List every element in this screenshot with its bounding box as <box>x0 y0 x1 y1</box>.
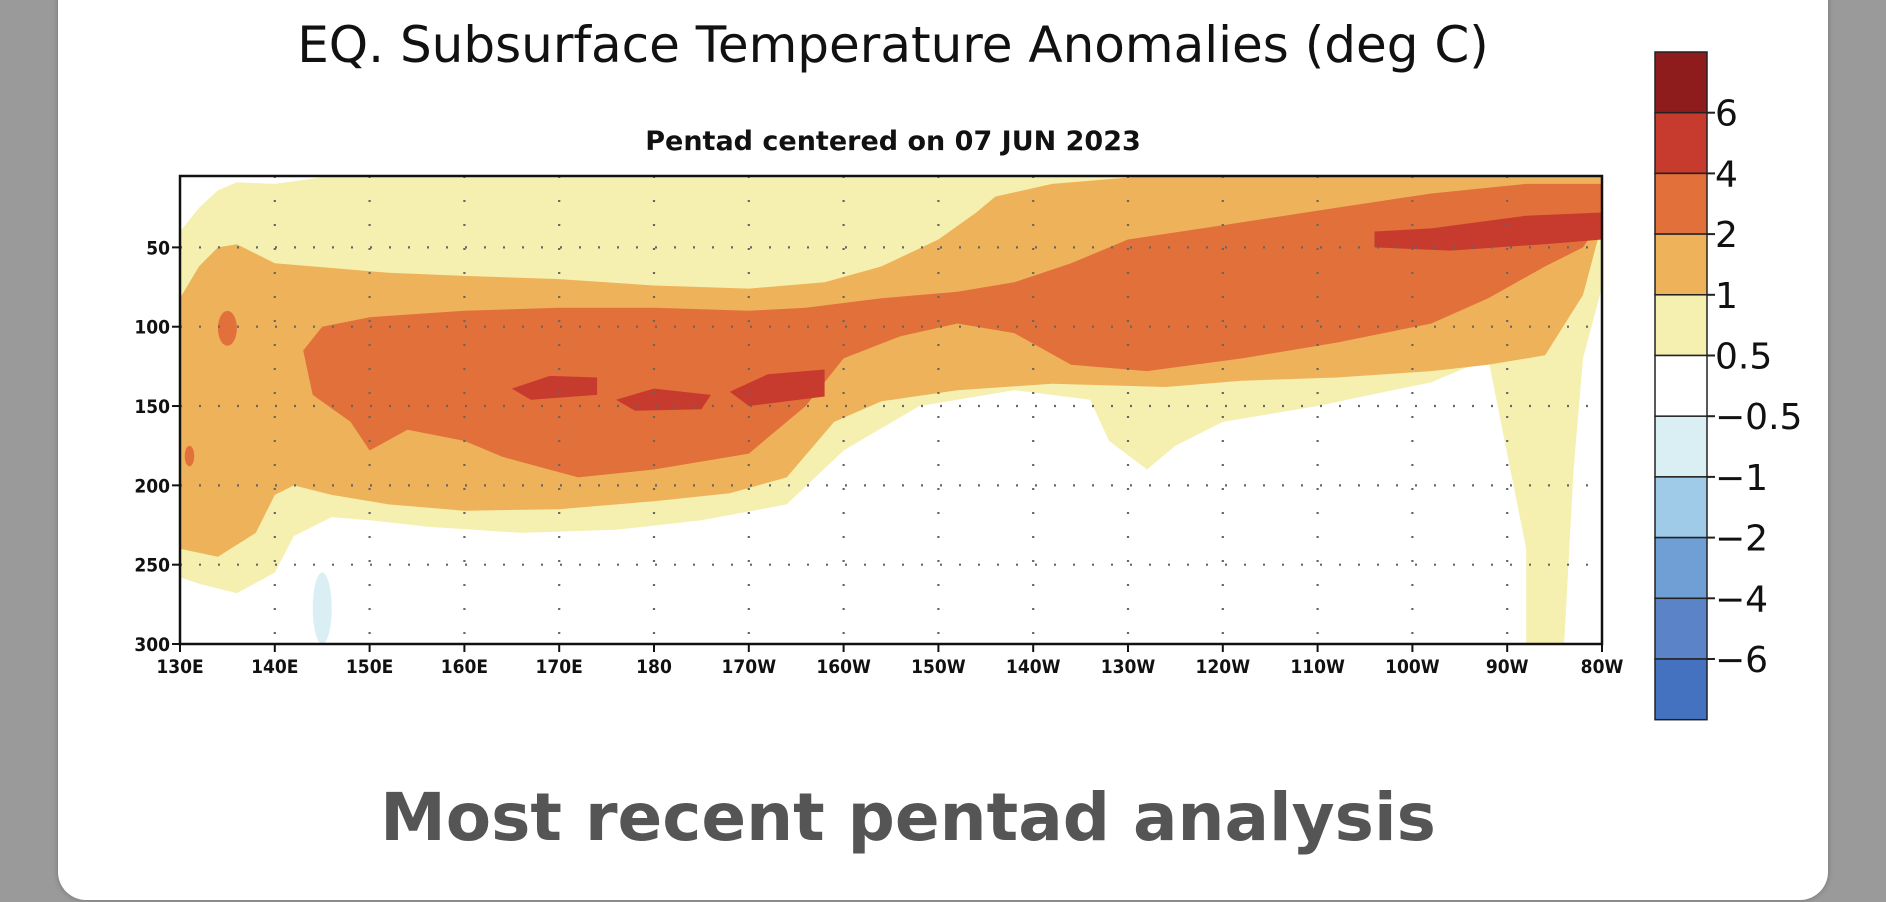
y-tick-label: 250 <box>134 555 170 577</box>
y-tick-label: 50 <box>146 237 170 259</box>
colorbar-label: −2 <box>1715 519 1768 560</box>
colorbar-label: −0.5 <box>1715 397 1802 438</box>
x-tick-label: 170W <box>722 656 777 678</box>
x-tick-label: 140E <box>251 656 298 678</box>
x-tick-label: 140W <box>1006 656 1061 678</box>
colorbar-label: 0.5 <box>1715 337 1772 378</box>
colorbar-label: −6 <box>1715 640 1768 681</box>
colorbar-label: 2 <box>1715 215 1738 256</box>
caption-text: Most recent pentad analysis <box>380 779 1436 856</box>
colorbar-swatch <box>1654 111 1708 175</box>
x-tick-label: 120W <box>1196 656 1251 678</box>
x-tick-label: 100W <box>1385 656 1440 678</box>
y-tick-label: 100 <box>134 317 170 339</box>
minor-feature-1 <box>312 572 332 644</box>
colorbar-label: 1 <box>1715 276 1738 317</box>
contour-ge-4-2 <box>616 388 711 411</box>
plot-frame <box>178 174 1604 646</box>
colorbar-swatch <box>1654 51 1708 114</box>
colorbar-swatch <box>1654 294 1708 357</box>
x-tick-label: 110W <box>1290 656 1345 678</box>
colorbar-label: −4 <box>1715 579 1768 620</box>
x-tick-label: 130E <box>156 656 203 678</box>
x-tick-label: 90W <box>1486 656 1529 678</box>
y-tick-label: 150 <box>134 396 170 418</box>
colorbar-swatch <box>1654 658 1708 721</box>
contour-ge-4-1 <box>511 375 598 400</box>
x-tick-label: 80W <box>1581 656 1624 678</box>
colorbar-label: −1 <box>1715 458 1768 499</box>
x-tick-label: 150E <box>346 656 393 678</box>
colorbar-swatch <box>1654 172 1708 235</box>
colorbar-swatch <box>1654 597 1708 660</box>
x-tick-label: 150W <box>911 656 966 678</box>
colorbar-swatch <box>1654 536 1708 600</box>
x-tick-label: 170E <box>536 656 583 678</box>
colorbar-label: 6 <box>1715 94 1738 135</box>
chart-title: EQ. Subsurface Temperature Anomalies (de… <box>297 16 1489 74</box>
x-tick-label: 160W <box>816 656 871 678</box>
x-tick-label: 160E <box>441 656 488 678</box>
x-tick-label: 130W <box>1101 656 1156 678</box>
colorbar-swatch <box>1654 354 1708 417</box>
colorbar-label: 4 <box>1715 154 1738 195</box>
chart-subtitle: Pentad centered on 07 JUN 2023 <box>645 126 1141 157</box>
colorbar-swatch <box>1654 415 1708 478</box>
y-tick-label: 300 <box>134 634 170 656</box>
y-tick-label: 200 <box>134 475 170 497</box>
minor-feature-2 <box>217 310 237 346</box>
x-tick-label: 180 <box>636 656 672 678</box>
contour-ge-4-4 <box>1374 212 1602 251</box>
colorbar-swatch <box>1654 476 1708 539</box>
minor-feature-3 <box>184 445 195 467</box>
contour-ge-4-3 <box>729 369 825 406</box>
colorbar-swatch <box>1654 233 1708 296</box>
